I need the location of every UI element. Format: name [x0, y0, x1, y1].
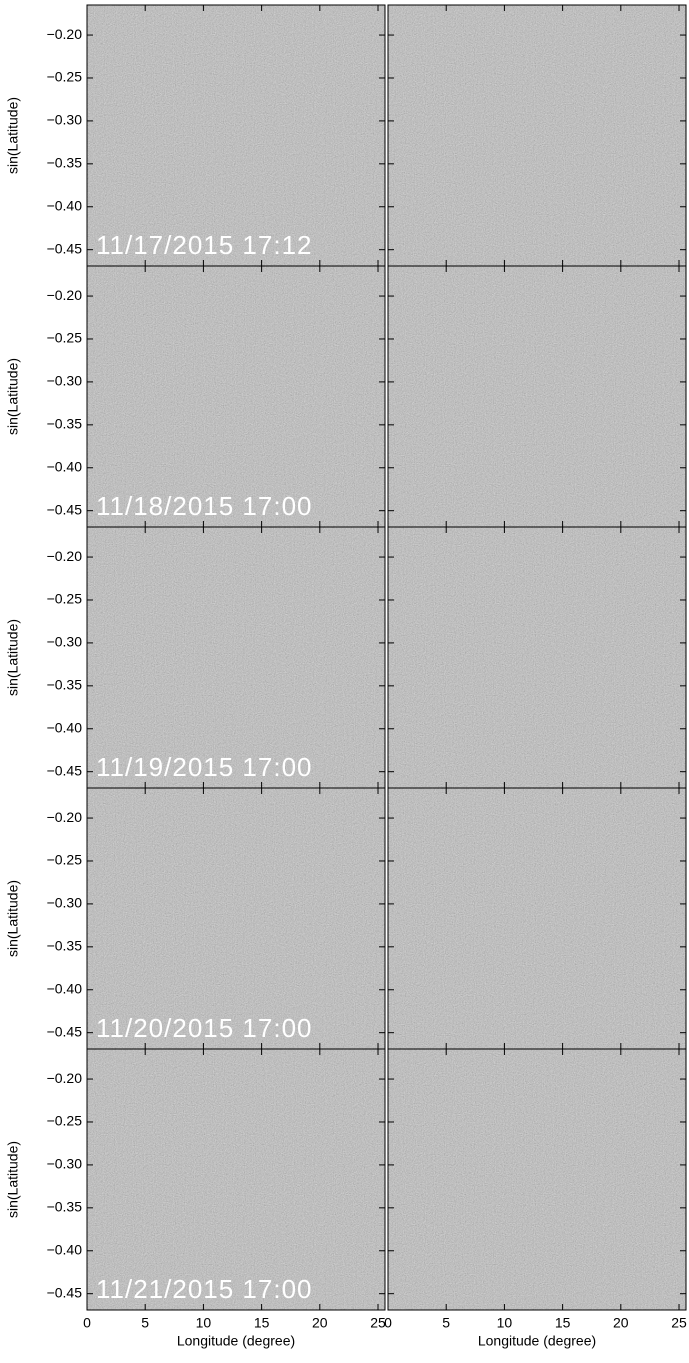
y-tick-label: −0.30 [47, 112, 83, 128]
y-tick-label: −0.45 [47, 501, 83, 517]
y-tick-label: −0.25 [47, 69, 83, 85]
y-tick-label: −0.45 [47, 1023, 83, 1039]
y-tick-label: −0.30 [47, 895, 83, 911]
magnetogram [388, 527, 686, 788]
y-tick-label: −0.25 [47, 852, 83, 868]
y-tick-label: −0.40 [47, 980, 83, 996]
y-tick-label: −0.35 [47, 155, 83, 171]
y-tick-label: −0.40 [47, 719, 83, 735]
x-tick-label: 5 [442, 1315, 450, 1331]
x-axis-label: Longitude (degree) [478, 1333, 596, 1349]
magnetogram [388, 1049, 686, 1310]
y-tick-label: −0.45 [47, 240, 83, 256]
y-tick-label: −0.20 [47, 809, 83, 825]
date-label: 11/19/2015 17:00 [96, 752, 312, 782]
date-label: 11/18/2015 17:00 [96, 491, 312, 521]
y-tick-label: −0.25 [47, 591, 83, 607]
y-tick-label: −0.20 [47, 287, 83, 303]
y-tick-label: −0.30 [47, 634, 83, 650]
date-label: 11/21/2015 17:00 [96, 1274, 312, 1304]
y-tick-label: −0.25 [47, 330, 83, 346]
x-tick-label: 15 [254, 1315, 270, 1331]
y-tick-label: −0.40 [47, 458, 83, 474]
x-tick-label: 0 [83, 1315, 91, 1331]
magnetogram [388, 266, 686, 527]
y-axis-label: sin(Latitude) [5, 1141, 21, 1218]
x-tick-label: 15 [555, 1315, 571, 1331]
magnetogram [87, 788, 385, 1049]
magnetogram [388, 5, 686, 266]
y-tick-label: −0.30 [47, 373, 83, 389]
y-tick-label: −0.20 [47, 548, 83, 564]
magnetogram [87, 5, 385, 266]
x-tick-label: 25 [671, 1315, 687, 1331]
y-tick-label: −0.45 [47, 762, 83, 778]
y-tick-label: −0.40 [47, 1241, 83, 1257]
x-tick-label: 10 [497, 1315, 513, 1331]
y-axis-label: sin(Latitude) [5, 880, 21, 957]
magnetogram [87, 527, 385, 788]
y-axis-label: sin(Latitude) [5, 358, 21, 435]
magnetogram [87, 266, 385, 527]
magnetogram [87, 1049, 385, 1310]
x-tick-label: 10 [196, 1315, 212, 1331]
x-axis-label: Longitude (degree) [177, 1333, 295, 1349]
x-tick-label: 20 [613, 1315, 629, 1331]
x-tick-label: 5 [141, 1315, 149, 1331]
y-tick-label: −0.20 [47, 26, 83, 42]
x-tick-label: 20 [312, 1315, 328, 1331]
y-tick-label: −0.45 [47, 1284, 83, 1300]
y-axis-label: sin(Latitude) [5, 619, 21, 696]
date-label: 11/17/2015 17:12 [96, 230, 312, 260]
date-label: 11/20/2015 17:00 [96, 1013, 312, 1043]
y-tick-label: −0.40 [47, 197, 83, 213]
y-tick-label: −0.25 [47, 1113, 83, 1129]
magnetogram [388, 788, 686, 1049]
y-tick-label: −0.35 [47, 416, 83, 432]
y-tick-label: −0.35 [47, 938, 83, 954]
y-tick-label: −0.35 [47, 677, 83, 693]
y-tick-label: −0.35 [47, 1199, 83, 1215]
y-tick-label: −0.30 [47, 1156, 83, 1172]
x-tick-label: 0 [384, 1315, 392, 1331]
y-tick-label: −0.20 [47, 1070, 83, 1086]
y-axis-label: sin(Latitude) [5, 97, 21, 174]
figure: −0.20 −0.25 −0.30 −0.35 −0.40 −0.45 11/17/2015… [0, 0, 689, 1363]
